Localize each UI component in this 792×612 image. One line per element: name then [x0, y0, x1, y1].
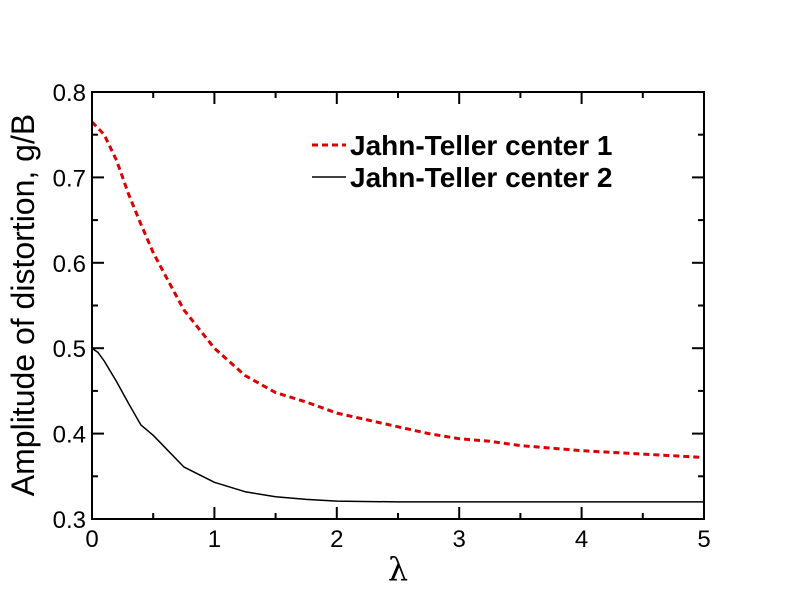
x-tick-label: 0 — [85, 526, 98, 553]
x-tick-label: 3 — [453, 526, 466, 553]
y-tick-label: 0.5 — [53, 336, 86, 363]
y-tick-label: 0.8 — [53, 80, 86, 107]
legend: Jahn-Teller center 1 Jahn-Teller center … — [312, 130, 612, 193]
ticklabel-layer: 0 1 2 3 4 5 0.3 0.4 0.5 0.6 0.7 0.8 — [53, 80, 711, 553]
x-tick-label: 5 — [697, 526, 710, 553]
y-tick-label: 0.4 — [53, 422, 86, 449]
y-tick-label: 0.3 — [53, 507, 86, 534]
legend-label-center-2: Jahn-Teller center 2 — [350, 162, 612, 193]
x-tick-label: 4 — [575, 526, 588, 553]
series-layer — [90, 120, 705, 503]
x-tick-label: 2 — [330, 526, 343, 553]
series-line-center-2 — [91, 347, 704, 503]
y-tick-label: 0.7 — [53, 165, 86, 192]
ticks-layer — [91, 91, 705, 520]
y-tick-label: 0.6 — [53, 251, 86, 278]
legend-label-center-1: Jahn-Teller center 1 — [350, 130, 612, 161]
y-axis-title: Amplitude of distortion, g/B — [5, 114, 41, 496]
x-axis-title: λ — [388, 550, 408, 588]
series-line-center-1 — [90, 120, 705, 459]
x-tick-label: 1 — [208, 526, 221, 553]
